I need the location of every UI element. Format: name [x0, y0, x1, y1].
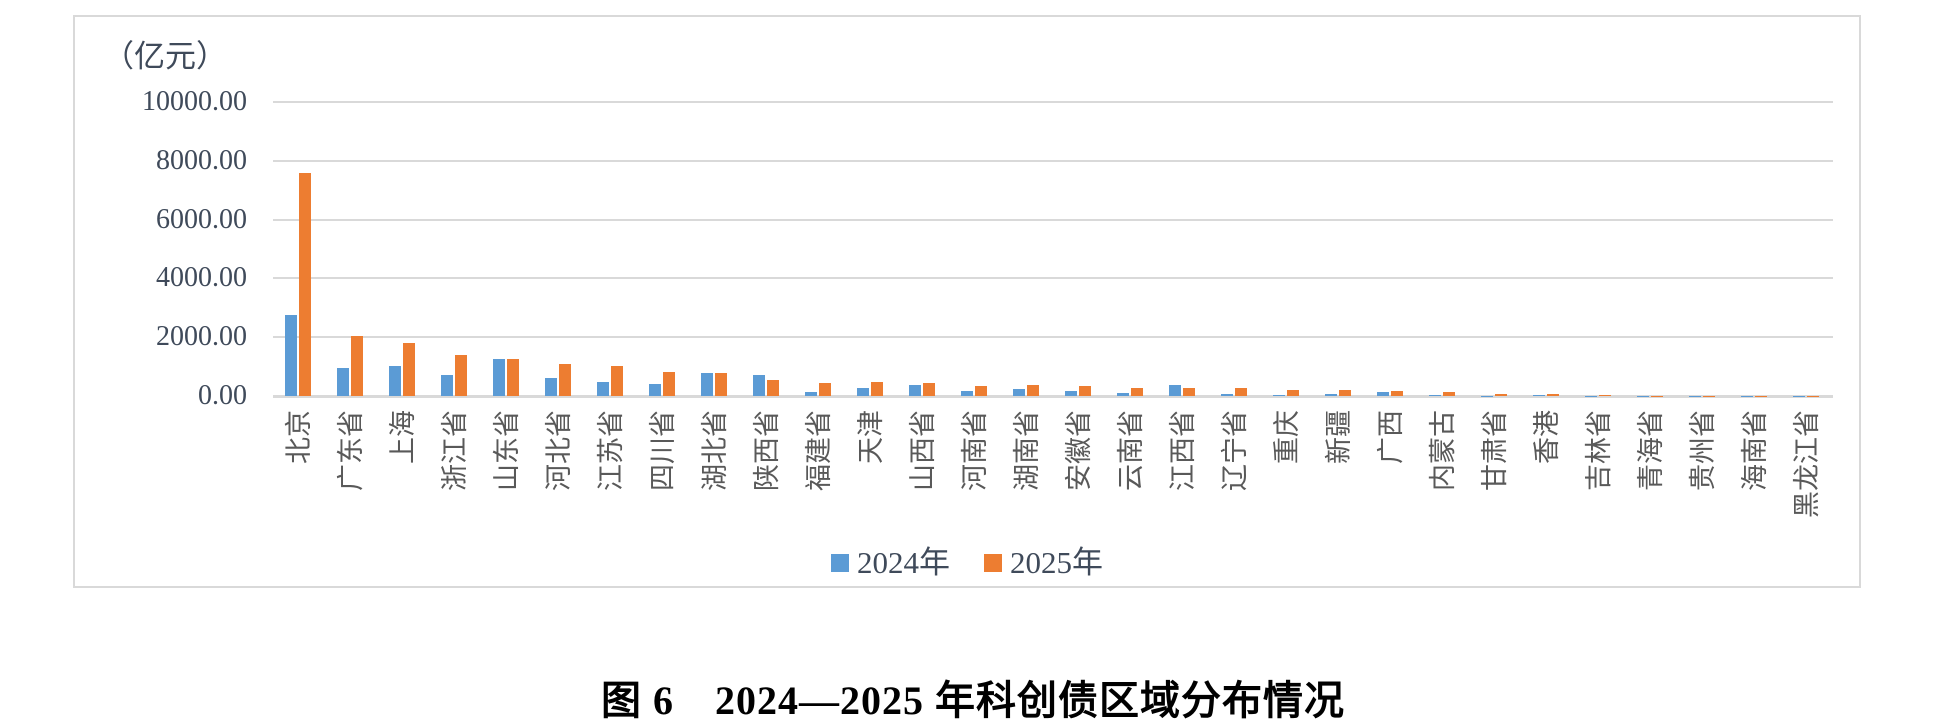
bar-2025年-甘肃省: [1495, 393, 1507, 396]
bar-2024年-河南省: [961, 391, 973, 396]
bar-2024年-云南省: [1117, 392, 1129, 396]
bar-2025年-上海: [403, 343, 415, 396]
bar-2025年-重庆: [1287, 390, 1299, 396]
bar-2024年-浙江省: [441, 374, 453, 396]
bar-2024年-新疆: [1325, 394, 1337, 396]
bar-2024年-重庆: [1273, 395, 1285, 396]
bar-2024年-湖北省: [701, 373, 713, 396]
legend-swatch-icon: [984, 554, 1002, 572]
bar-2024年-福建省: [805, 391, 817, 396]
bar-2025年-湖南省: [1027, 384, 1039, 396]
chart-legend: 2024年 2025年: [75, 545, 1859, 580]
legend-label: 2024年: [857, 545, 950, 580]
bar-2024年-北京: [285, 314, 297, 396]
bar-2025年-福建省: [819, 382, 831, 396]
bar-2024年-湖南省: [1013, 389, 1025, 396]
bar-2024年-河北省: [545, 377, 557, 396]
bar-2025年-浙江省: [455, 355, 467, 396]
bar-2024年-江西省: [1169, 385, 1181, 396]
gridline-8000: [273, 159, 1833, 162]
y-tick-label: 6000.00: [156, 203, 247, 235]
bar-2025年-河南省: [975, 385, 987, 396]
bar-2025年-内蒙古: [1443, 392, 1455, 396]
bar-2025年-江西省: [1183, 388, 1195, 396]
y-tick-label: 0.00: [198, 380, 247, 411]
bar-2025年-陕西省: [767, 379, 779, 396]
legend-item-2024年: 2024年: [831, 545, 950, 580]
bar-2025年-天津: [871, 382, 883, 396]
bar-2024年-天津: [857, 387, 869, 396]
bar-2025年-广西: [1391, 391, 1403, 396]
chart-frame: （亿元） 10000.00 8000.00 6000.00 4000.00 2000.0…: [73, 15, 1861, 588]
bar-2025年-湖北省: [715, 372, 727, 396]
bar-2025年-安徽省: [1079, 386, 1091, 396]
y-tick-label: 8000.00: [156, 144, 247, 176]
bar-2024年-江苏省: [597, 381, 609, 396]
bar-2025年-四川省: [663, 371, 675, 396]
y-axis-unit-label: （亿元）: [103, 39, 227, 74]
y-tick-label: 10000.00: [142, 86, 247, 117]
bar-2025年-吉林省: [1599, 394, 1611, 396]
bar-2025年-北京: [299, 172, 311, 396]
gridline-6000: [273, 218, 1833, 221]
bar-2024年-四川省: [649, 383, 661, 396]
y-tick-label: 4000.00: [156, 262, 247, 294]
bar-2024年-广西: [1377, 391, 1389, 396]
bar-2024年-香港: [1533, 394, 1545, 396]
legend-swatch-icon: [831, 554, 849, 572]
gridline-10000: [273, 101, 1833, 103]
bar-2024年-安徽省: [1065, 390, 1077, 396]
bar-2024年-山西省: [909, 385, 921, 396]
bar-2025年-广东省: [351, 335, 363, 396]
bar-2025年-江苏省: [611, 366, 623, 396]
legend-label: 2025年: [1010, 545, 1103, 580]
bar-2025年-云南省: [1131, 387, 1143, 396]
bar-2024年-内蒙古: [1429, 395, 1441, 396]
gridline-2000: [273, 336, 1833, 339]
y-tick-label: 2000.00: [156, 321, 247, 353]
legend-item-2025年: 2025年: [984, 545, 1103, 580]
bar-2025年-香港: [1547, 394, 1559, 396]
bar-2024年-陕西省: [753, 375, 765, 396]
bar-2024年-辽宁省: [1221, 393, 1233, 396]
bar-2024年-广东省: [337, 368, 349, 396]
figure-caption: 图 6 2024—2025 年科创债区域分布情况: [601, 678, 1345, 723]
bar-2025年-河北省: [559, 363, 571, 396]
bar-2025年-新疆: [1339, 389, 1351, 396]
bar-2025年-辽宁省: [1235, 388, 1247, 396]
gridline-0: [273, 395, 1833, 398]
bar-2025年-山西省: [923, 383, 935, 396]
plot-area: [273, 101, 1833, 398]
bar-2024年-上海: [389, 365, 401, 396]
gridline-4000: [273, 277, 1833, 280]
bar-2024年-山东省: [493, 359, 505, 396]
bar-2025年-山东省: [507, 358, 519, 396]
